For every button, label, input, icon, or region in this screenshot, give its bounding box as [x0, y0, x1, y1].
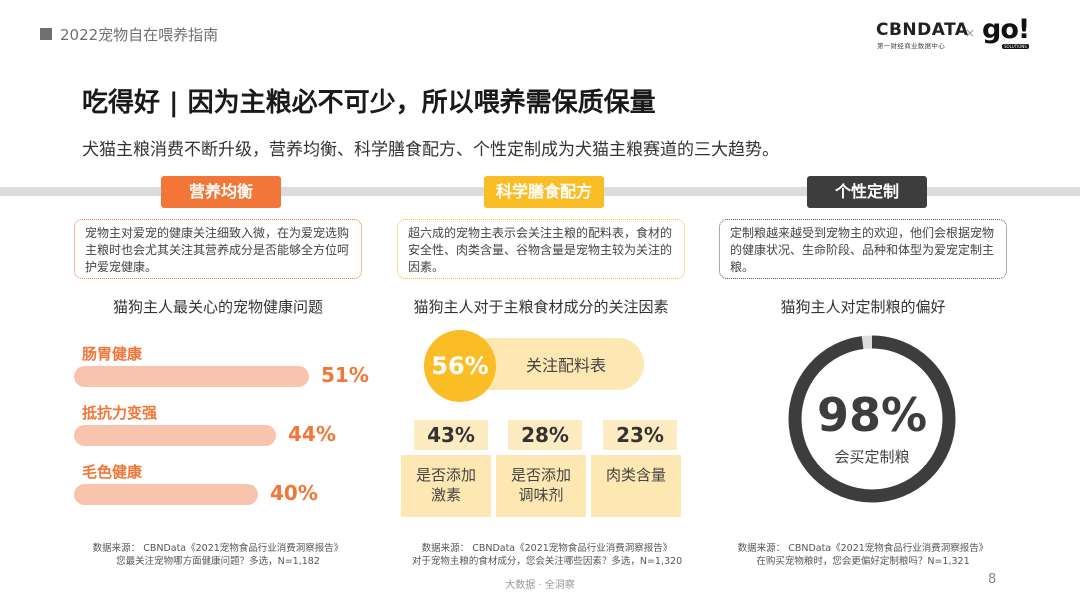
- custom-food-label: 会买定制粮: [834, 448, 910, 466]
- description-formula: 超六成的宠物主表示会关注主粮的配料表，食材的安全性、肉类含量、谷物含量是宠物主较…: [397, 219, 685, 279]
- ingredient-value-hormone: 43%: [414, 420, 488, 450]
- go-logo: go!: [982, 14, 1030, 45]
- health-bar-value: 44%: [288, 422, 336, 446]
- tag-nutrition-balance: 营养均衡: [161, 176, 281, 208]
- report-title: 2022宠物自在喂养指南: [60, 26, 219, 44]
- ring-arc: [788, 335, 956, 503]
- ingredient-top-value: 56%: [424, 330, 496, 402]
- chart-title-ingredients: 猫狗主人对于主粮食材成分的关注因素: [413, 298, 669, 316]
- health-bar: [74, 366, 309, 387]
- page-number: 8: [988, 572, 997, 587]
- logo-separator: ×: [965, 26, 976, 40]
- health-bar-value: 51%: [321, 363, 369, 387]
- source-line1: 数据来源： CBNData《2021宠物食品行业消费洞察报告》: [92, 543, 344, 554]
- tag-scientific-formula: 科学膳食配方: [484, 176, 604, 208]
- ingredient-value-meat: 23%: [603, 420, 677, 450]
- header-square-icon: [40, 28, 52, 40]
- description-custom: 定制粮越来越受到宠物主的欢迎，他们会根据宠物的健康状况、生命阶段、品种和体型为爱…: [719, 219, 1007, 279]
- custom-food-percent: 98%: [816, 388, 928, 442]
- source-line1: 数据来源： CBNData《2021宠物食品行业消费洞察报告》: [421, 543, 673, 554]
- ingredient-top-label: 关注配料表: [526, 356, 607, 375]
- cbndata-logo: CBNDATA: [876, 20, 969, 40]
- page-subtitle: 犬猫主粮消费不断升级，营养均衡、科学膳食配方、个性定制成为犬猫主粮赛道的三大趋势…: [82, 140, 779, 160]
- health-bar-value: 40%: [270, 481, 318, 505]
- ingredient-label-seasoning-line2: 调味剂: [518, 486, 564, 504]
- ingredient-label-hormone: 是否添加 激素: [401, 455, 491, 517]
- page-title: 吃得好 | 因为主粮必不可少，所以喂养需保质保量: [82, 88, 656, 118]
- health-bar: [74, 484, 258, 505]
- health-bar-label: 毛色健康: [82, 463, 143, 481]
- source-note-health: 数据来源： CBNData《2021宠物食品行业消费洞察报告》 您最关注宠物哪方…: [74, 542, 362, 568]
- ingredient-label-hormone-line1: 是否添加: [415, 466, 476, 484]
- chart-title-custom: 猫狗主人对定制粮的偏好: [780, 298, 946, 316]
- source-note-ingredients: 数据来源： CBNData《2021宠物食品行业消费洞察报告》 对于宠物主粮的食…: [397, 542, 697, 568]
- source-line1: 数据来源： CBNData《2021宠物食品行业消费洞察报告》: [737, 543, 989, 554]
- chart-title-health: 猫狗主人最关心的宠物健康问题: [112, 298, 323, 316]
- description-nutrition: 宠物主对爱宠的健康关注细致入微，在为爱宠选购主粮时也会尤其关注其营养成分是否能够…: [74, 219, 362, 279]
- custom-food-ring-chart: [788, 335, 956, 503]
- ingredient-label-meat: 肉类含量: [591, 455, 681, 517]
- source-line2: 您最关注宠物哪方面健康问题？多选，N=1,182: [116, 556, 320, 567]
- go-logo-subtitle: SOLUTIONS: [1002, 44, 1029, 49]
- ingredient-label-seasoning: 是否添加 调味剂: [496, 455, 586, 517]
- ingredient-label-seasoning-line1: 是否添加: [510, 466, 571, 484]
- source-line2: 对于宠物主粮的食材成分，您会关注哪些因素？多选，N=1,320: [411, 556, 683, 567]
- footer-slogan: 大数据 · 全洞察: [505, 580, 575, 591]
- health-bar: [74, 425, 276, 446]
- cbndata-logo-subtitle: 第一财经商业数据中心: [877, 42, 945, 50]
- ingredient-value-seasoning: 28%: [508, 420, 582, 450]
- source-note-custom: 数据来源： CBNData《2021宠物食品行业消费洞察报告》 在购买宠物粮时，…: [719, 542, 1007, 568]
- ingredient-label-hormone-line2: 激素: [430, 486, 461, 504]
- source-line2: 在购买宠物粮时，您会更偏好定制粮吗？N=1,321: [756, 556, 970, 567]
- tag-customization: 个性定制: [807, 176, 927, 208]
- health-bar-label: 抵抗力变强: [82, 404, 158, 422]
- health-bar-label: 肠胃健康: [82, 345, 143, 363]
